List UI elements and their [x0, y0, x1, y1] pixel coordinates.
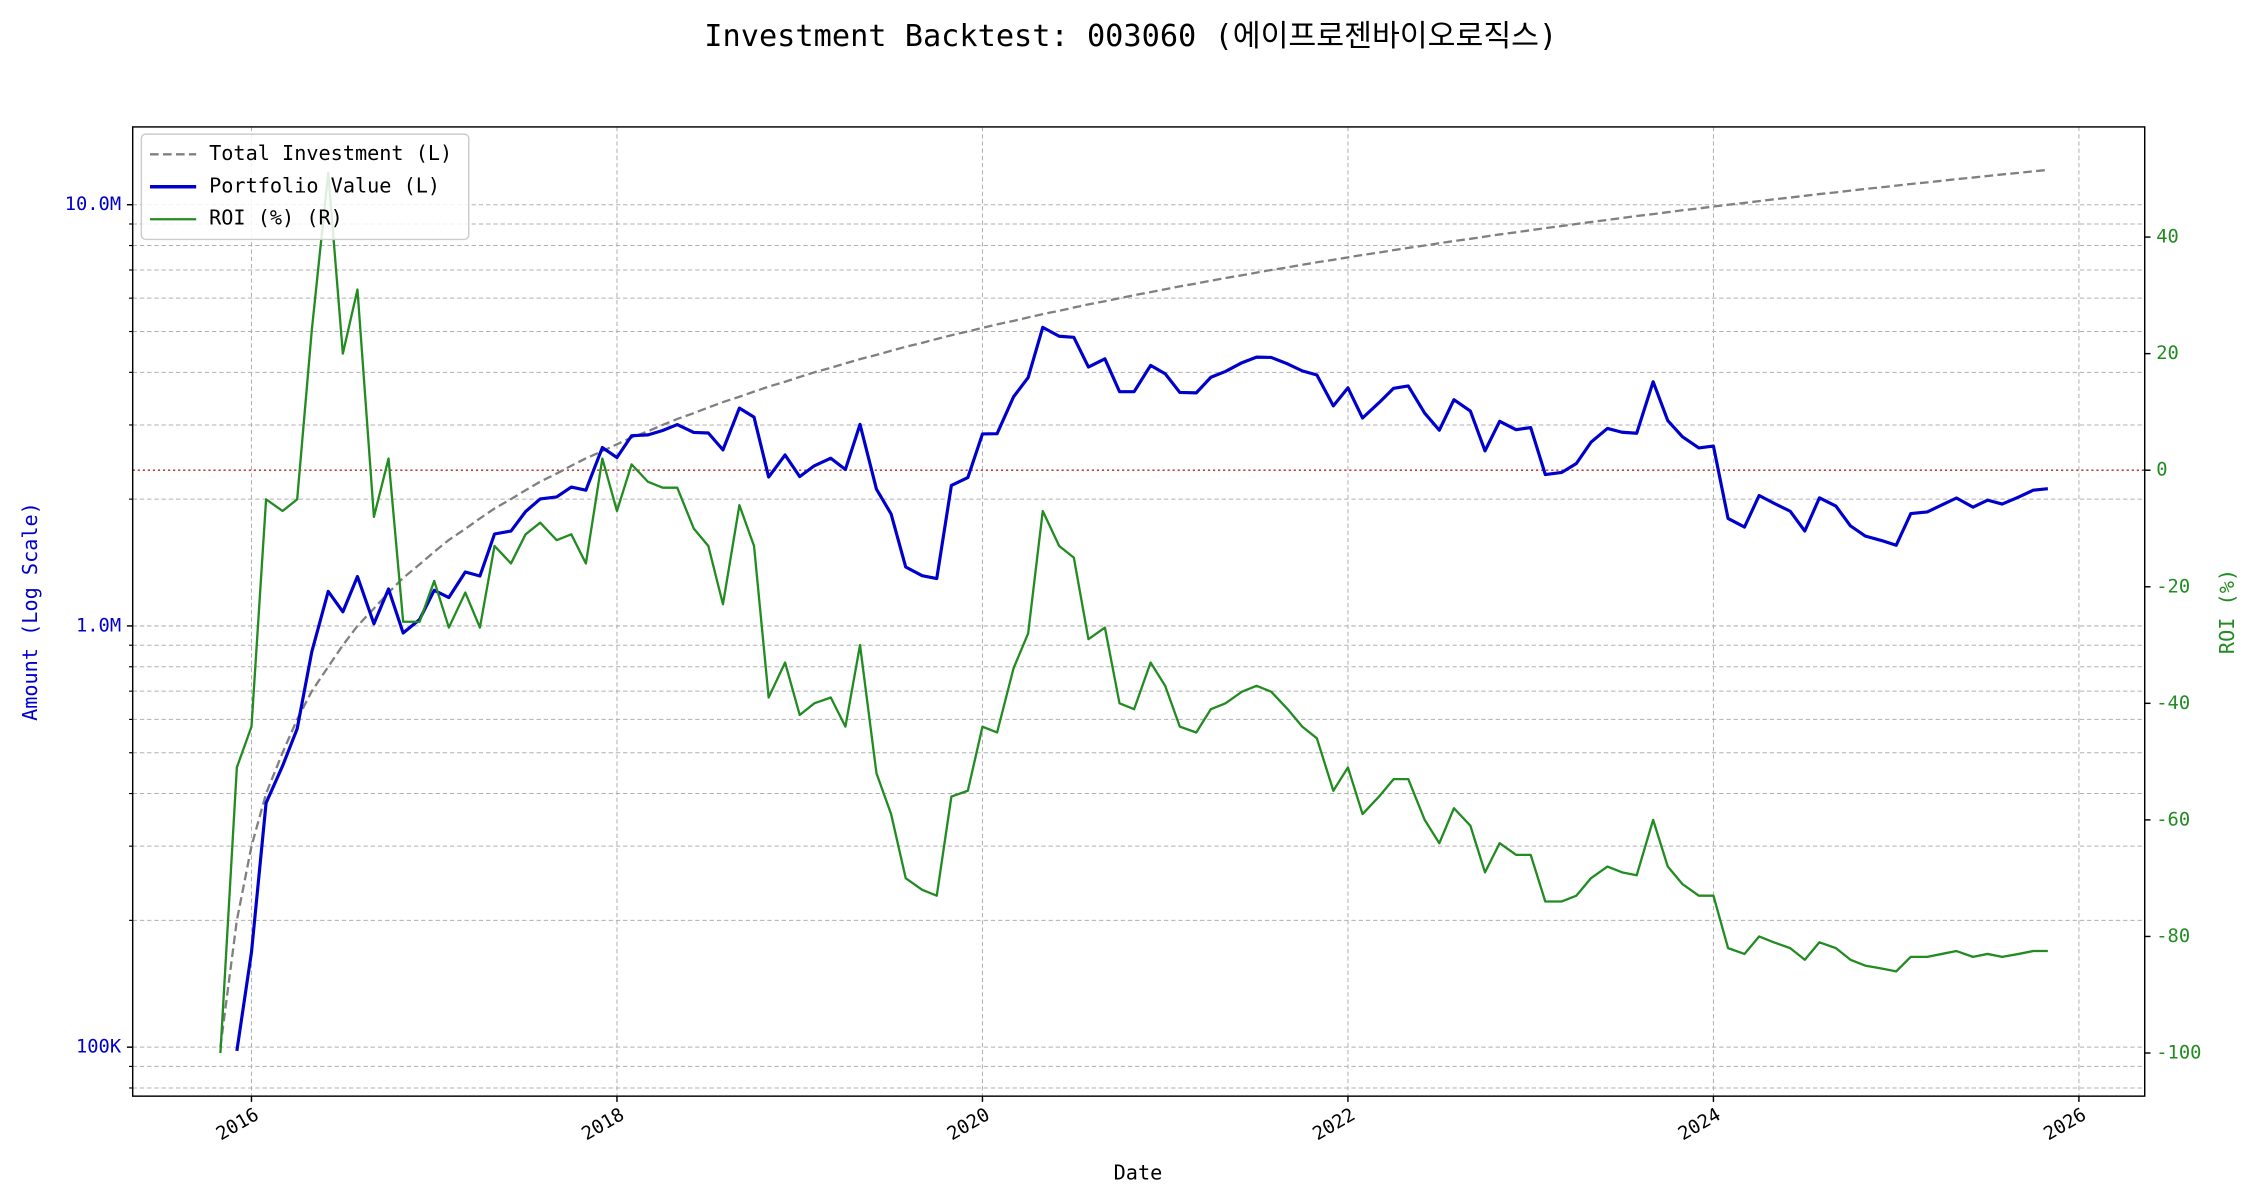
legend: Total Investment (L) Portfolio Value (L) R…	[140, 133, 470, 241]
y-tick-label: 100K	[76, 1037, 122, 1058]
series-line	[219, 168, 2048, 1048]
plot-area	[219, 168, 2049, 1054]
y2-tick-label: -40	[2156, 693, 2190, 714]
x-axis-label: Date	[1114, 1161, 1163, 1185]
x-tick-label: 2024	[1675, 1104, 1725, 1145]
legend-label: ROI (%) (R)	[209, 206, 343, 230]
y-tick-label: 10.0M	[65, 194, 121, 215]
y2-tick-label: -100	[2156, 1043, 2201, 1064]
y2-tick-label: 40	[2156, 227, 2179, 248]
x-tick-label: 2018	[578, 1104, 628, 1145]
x-tick-label: 2016	[213, 1104, 263, 1145]
y2-tick-label: -80	[2156, 926, 2190, 947]
y2-axis-label: ROI (%)	[2215, 569, 2239, 654]
legend-label: Portfolio Value (L)	[209, 173, 440, 197]
legend-label: Total Investment (L)	[209, 141, 452, 165]
y2-tick-label: 0	[2156, 460, 2167, 481]
legend-box	[140, 133, 470, 241]
y-tick-label: 1.0M	[76, 615, 121, 636]
plot-frame	[131, 126, 2146, 1097]
y2-tick-label: -60	[2156, 809, 2190, 830]
y2-tick-label: 20	[2156, 343, 2179, 364]
y-axis-label: Amount (Log Scale)	[18, 502, 42, 721]
x-tick-label: 2022	[1309, 1104, 1359, 1145]
series-line	[219, 171, 2048, 1054]
x-tick-label: 2020	[944, 1104, 994, 1145]
y2-tick-label: -20	[2156, 576, 2190, 597]
series-line	[235, 325, 2049, 1052]
chart-title: Investment Backtest: 003060 (에이프로젠바이오로직스…	[704, 19, 1557, 54]
x-tick-label: 2026	[2040, 1104, 2090, 1145]
